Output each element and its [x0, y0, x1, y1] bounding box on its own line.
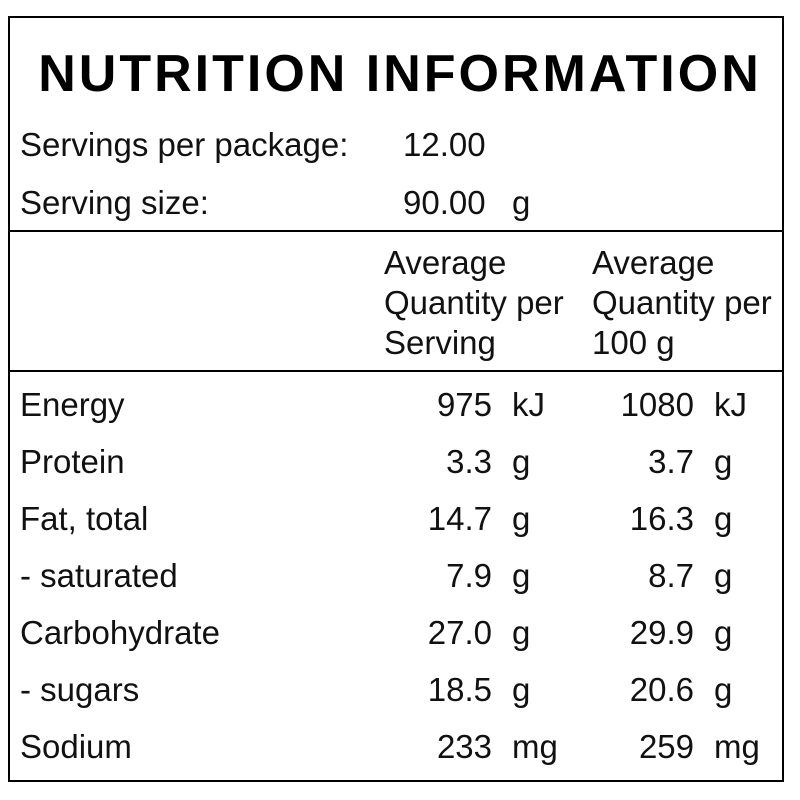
sodium-serving-value: 233	[436, 728, 492, 765]
energy-per100-value: 1080	[620, 386, 694, 423]
column-heading-100g-line-2: Quantity per	[592, 284, 772, 321]
saturated-per100-unit: g	[714, 557, 733, 594]
saturated-serving-value: 7.9	[446, 557, 492, 594]
nutrient-name-protein: Protein	[20, 443, 125, 480]
sugars-per100-value: 20.6	[629, 671, 694, 708]
divider-header	[8, 230, 784, 232]
nutrient-name-carbohydrate: Carbohydrate	[20, 614, 220, 651]
nutrient-name-fat-total: Fat, total	[20, 500, 149, 537]
sodium-per100-unit: mg	[714, 728, 760, 765]
sugars-serving-unit: g	[512, 671, 531, 708]
column-heading-serving-line-3: Serving	[384, 324, 496, 361]
divider-columns	[8, 370, 784, 372]
column-heading-serving-line-2: Quantity per	[384, 284, 564, 321]
servings-per-package-value: 12.00	[403, 126, 486, 163]
carbohydrate-per100-value: 29.9	[629, 614, 694, 651]
serving-size-value: 90.00	[403, 184, 486, 221]
protein-serving-value: 3.3	[446, 443, 492, 480]
sodium-serving-unit: mg	[512, 728, 558, 765]
column-heading-100g-line-1: Average	[592, 244, 715, 281]
column-heading-100g-line-3: 100 g	[592, 324, 675, 361]
fat-total-per100-unit: g	[714, 500, 733, 537]
saturated-per100-value: 8.7	[648, 557, 694, 594]
sugars-serving-value: 18.5	[427, 671, 492, 708]
saturated-serving-unit: g	[512, 557, 531, 594]
serving-size-unit: g	[512, 184, 531, 221]
carbohydrate-per100-unit: g	[714, 614, 733, 651]
sodium-per100-value: 259	[638, 728, 694, 765]
energy-serving-unit: kJ	[512, 386, 545, 423]
nutrient-name-sodium: Sodium	[20, 728, 132, 765]
protein-per100-value: 3.7	[648, 443, 694, 480]
protein-per100-unit: g	[714, 443, 733, 480]
nutrient-name-energy: Energy	[20, 386, 125, 423]
energy-per100-unit: kJ	[714, 386, 747, 423]
serving-size-label: Serving size:	[20, 184, 209, 221]
panel-title: NUTRITION INFORMATION	[38, 45, 762, 103]
carbohydrate-serving-value: 27.0	[427, 614, 492, 651]
nutrition-panel	[8, 16, 784, 782]
nutrient-name-saturated: - saturated	[20, 557, 178, 594]
column-heading-serving-line-1: Average	[384, 244, 507, 281]
protein-serving-unit: g	[512, 443, 531, 480]
sugars-per100-unit: g	[714, 671, 733, 708]
fat-total-serving-unit: g	[512, 500, 531, 537]
fat-total-per100-value: 16.3	[629, 500, 694, 537]
fat-total-serving-value: 14.7	[427, 500, 492, 537]
carbohydrate-serving-unit: g	[512, 614, 531, 651]
servings-per-package-label: Servings per package:	[20, 126, 349, 163]
nutrient-name-sugars: - sugars	[20, 671, 140, 708]
energy-serving-value: 975	[436, 386, 492, 423]
